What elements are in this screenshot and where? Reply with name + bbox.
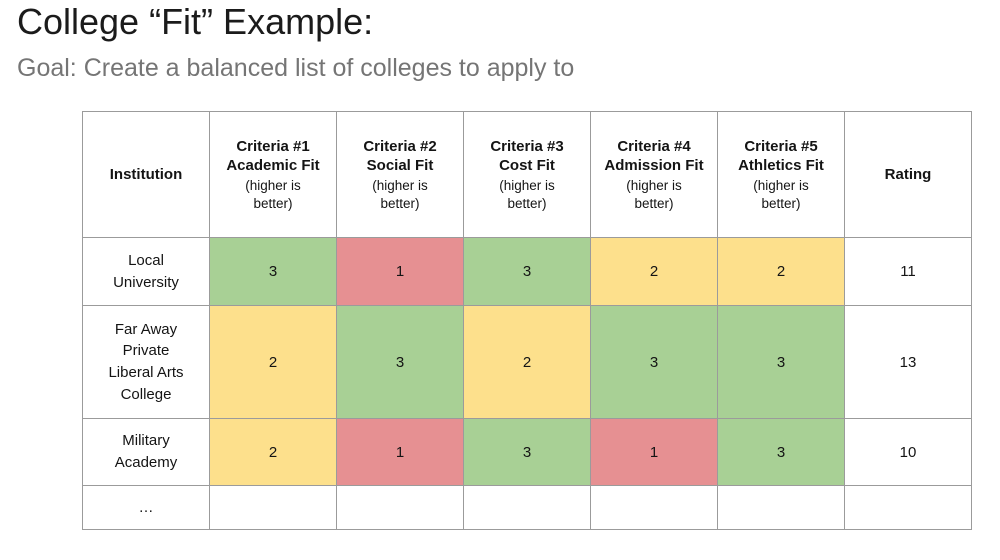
column-header-rating: Rating: [844, 111, 972, 238]
header-note: (higher is better): [626, 178, 682, 211]
ellipsis-cell: …: [82, 485, 210, 530]
header-note: (higher is better): [499, 178, 555, 211]
score-cell: 3: [717, 305, 845, 419]
score-cell: 1: [336, 237, 464, 306]
column-header-institution: Institution: [82, 111, 210, 238]
header-note: (higher is better): [753, 178, 809, 211]
rating-cell: 10: [844, 418, 972, 486]
rating-cell: 13: [844, 305, 972, 419]
score-cell: 2: [209, 305, 337, 419]
column-header-criteria-4: Criteria #4 Admission Fit (higher is bet…: [590, 111, 718, 238]
column-header-criteria-1: Criteria #1 Academic Fit (higher is bett…: [209, 111, 337, 238]
score-cell: 3: [209, 237, 337, 306]
institution-cell: Military Academy: [82, 418, 210, 486]
column-header-criteria-2: Criteria #2 Social Fit (higher is better…: [336, 111, 464, 238]
institution-cell: Far Away Private Liberal Arts College: [82, 305, 210, 419]
header-title: Criteria #5 Athletics Fit: [738, 137, 824, 175]
score-cell: 2: [717, 237, 845, 306]
table-header-row: Institution Criteria #1 Academic Fit (hi…: [82, 111, 972, 238]
column-header-criteria-3: Criteria #3 Cost Fit (higher is better): [463, 111, 591, 238]
institution-label: Local University: [113, 251, 179, 291]
header-title: Institution: [109, 165, 183, 183]
header-note: (higher is better): [372, 178, 428, 211]
header-title: Rating: [884, 165, 932, 183]
header-note: (higher is better): [245, 178, 301, 211]
score-cell: 3: [463, 237, 591, 306]
score-cell: 3: [463, 418, 591, 486]
table-row-ellipsis: …: [82, 485, 972, 530]
empty-cell: [209, 485, 337, 530]
rating-cell: 11: [844, 237, 972, 306]
institution-label: Military Academy: [114, 432, 178, 471]
score-cell: 3: [336, 305, 464, 419]
score-cell: 2: [463, 305, 591, 419]
empty-cell: [844, 485, 972, 530]
score-cell: 2: [590, 237, 718, 306]
page-title: College “Fit” Example:: [17, 1, 374, 42]
score-cell: 3: [590, 305, 718, 419]
header-title: Criteria #4 Admission Fit: [604, 137, 704, 175]
page-subtitle: Goal: Create a balanced list of colleges…: [17, 54, 575, 82]
table-row: Military Academy 2 1 3 1 3 10: [82, 418, 972, 486]
empty-cell: [336, 485, 464, 530]
score-cell: 1: [590, 418, 718, 486]
empty-cell: [590, 485, 718, 530]
empty-cell: [717, 485, 845, 530]
college-fit-table: Institution Criteria #1 Academic Fit (hi…: [82, 111, 972, 530]
score-cell: 1: [336, 418, 464, 486]
header-title: Criteria #1 Academic Fit: [226, 137, 320, 175]
table-row: Local University 3 1 3 2 2 11: [82, 237, 972, 306]
header-title: Criteria #2 Social Fit: [363, 137, 437, 175]
score-cell: 3: [717, 418, 845, 486]
empty-cell: [463, 485, 591, 530]
institution-label: Far Away Private Liberal Arts College: [108, 320, 184, 403]
institution-cell: Local University: [82, 237, 210, 306]
table-row: Far Away Private Liberal Arts College 2 …: [82, 305, 972, 419]
column-header-criteria-5: Criteria #5 Athletics Fit (higher is bet…: [717, 111, 845, 238]
score-cell: 2: [209, 418, 337, 486]
header-title: Criteria #3 Cost Fit: [490, 137, 564, 175]
